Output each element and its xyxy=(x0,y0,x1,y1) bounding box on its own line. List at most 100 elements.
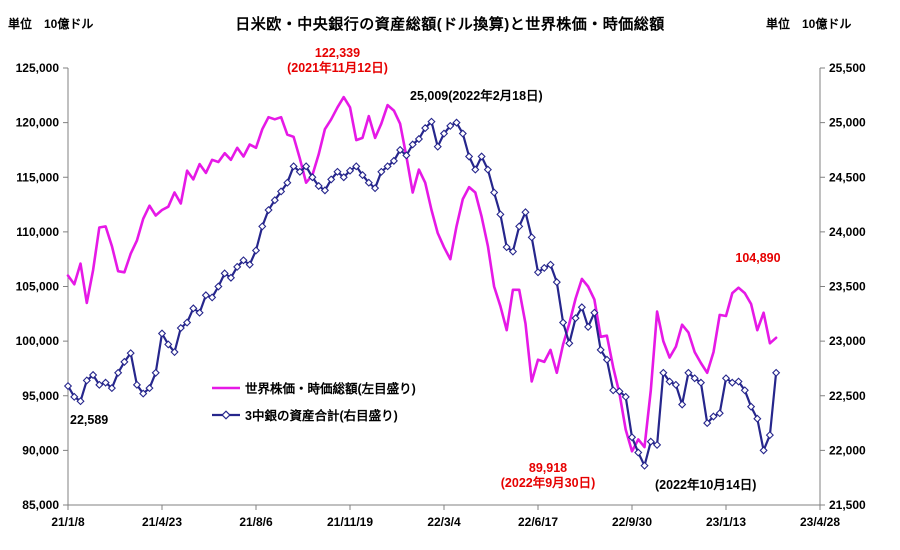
diamond-marker-icon xyxy=(496,210,505,219)
annotation-magenta-recent-peak: 104,890 xyxy=(735,251,781,265)
diamond-marker-icon xyxy=(370,184,380,193)
diamond-marker-icon xyxy=(126,349,135,358)
diamond-marker-icon xyxy=(233,262,242,271)
x-axis-tick-label: 21/8/6 xyxy=(239,515,273,529)
diamond-marker-icon xyxy=(602,355,612,364)
diamond-marker-icon xyxy=(552,278,561,287)
diamond-marker-icon xyxy=(652,440,662,449)
diamond-marker-icon xyxy=(345,166,355,175)
diamond-marker-icon xyxy=(609,386,618,395)
diamond-marker-icon xyxy=(527,233,536,242)
right-axis-tick-label: 22,500 xyxy=(829,389,866,403)
diamond-marker-icon xyxy=(646,437,655,446)
annotation-magenta-min: 89,918 (2022年9月30日) xyxy=(475,461,621,491)
right-axis-tick-label: 24,000 xyxy=(829,225,866,239)
diamond-marker-icon xyxy=(452,118,461,127)
diamond-marker-icon xyxy=(320,186,330,195)
left-axis-tick-label: 85,000 xyxy=(22,498,59,512)
diamond-marker-icon xyxy=(490,188,499,197)
diamond-marker-icon xyxy=(145,384,154,393)
diamond-marker-icon xyxy=(289,162,298,171)
diamond-marker-icon xyxy=(558,318,568,327)
x-axis-tick-label: 21/11/19 xyxy=(327,515,373,529)
diamond-marker-icon xyxy=(627,433,637,442)
x-axis-tick-label: 22/3/4 xyxy=(427,515,461,529)
diamond-marker-icon xyxy=(584,322,593,332)
chart-legend: 世界株価・時価総額(左目盛り) 3中銀の資産合計(右目盛り) xyxy=(210,374,416,428)
diamond-marker-icon xyxy=(333,167,342,176)
diamond-marker-icon xyxy=(377,167,386,176)
annotation-magenta-min-date: (2022年9月30日) xyxy=(500,476,596,490)
right-axis-tick-label: 24,500 xyxy=(829,170,866,184)
diamond-marker-icon xyxy=(327,175,336,184)
diamond-marker-icon xyxy=(565,339,574,348)
legend-item-label: 世界株価・時価総額(左目盛り) xyxy=(245,382,416,396)
diamond-marker-icon xyxy=(421,124,430,133)
diamond-marker-icon xyxy=(408,140,417,149)
diamond-marker-icon xyxy=(402,151,411,160)
diamond-marker-icon xyxy=(433,142,442,151)
diamond-marker-icon xyxy=(120,357,129,366)
diamond-marker-icon xyxy=(621,392,630,401)
diamond-marker-icon xyxy=(139,389,148,398)
diamond-marker-icon xyxy=(414,134,424,144)
diamond-marker-icon xyxy=(665,377,674,386)
diamond-marker-icon xyxy=(302,162,311,171)
diamond-marker-icon xyxy=(615,387,624,396)
diamond-marker-icon xyxy=(107,384,116,393)
diamond-marker-icon xyxy=(295,167,304,176)
diamond-marker-icon xyxy=(540,263,549,273)
left-axis-tick-label: 95,000 xyxy=(22,389,59,403)
legend-navy-diamond-line-icon xyxy=(212,409,240,420)
diamond-marker-icon xyxy=(264,205,273,215)
diamond-marker-icon xyxy=(577,303,586,312)
left-axis-tick-label: 90,000 xyxy=(22,443,59,457)
diamond-marker-icon xyxy=(339,173,348,182)
diamond-marker-icon xyxy=(659,368,668,377)
diamond-marker-icon xyxy=(189,304,198,313)
diamond-marker-icon xyxy=(214,282,223,291)
annotation-magenta-peak: 122,339 (2021年11月12日) xyxy=(250,46,425,76)
diamond-marker-icon xyxy=(164,340,173,349)
diamond-marker-icon xyxy=(82,376,91,385)
diamond-marker-icon xyxy=(132,380,142,389)
diamond-marker-icon xyxy=(258,222,267,231)
diamond-marker-icon xyxy=(208,293,217,302)
diamond-marker-icon xyxy=(521,208,530,217)
left-axis-tick-label: 115,000 xyxy=(16,170,59,184)
left-axis-tick-label: 105,000 xyxy=(16,280,60,294)
legend-item-central-banks: 3中銀の資産合計(右目盛り) xyxy=(210,401,416,428)
diamond-marker-icon xyxy=(88,370,98,380)
right-axis-tick-label: 23,500 xyxy=(829,280,866,294)
diamond-marker-icon xyxy=(715,409,724,418)
diamond-marker-icon xyxy=(239,256,248,265)
legend-item-label: 3中銀の資産合計(右目盛り) xyxy=(245,409,398,423)
diamond-marker-icon xyxy=(740,386,749,395)
diamond-marker-icon xyxy=(684,368,693,377)
diamond-marker-icon xyxy=(95,380,104,389)
left-axis-tick-label: 120,000 xyxy=(16,116,60,130)
diamond-marker-icon xyxy=(759,446,768,455)
diamond-marker-icon xyxy=(471,165,480,174)
right-axis-tick-label: 25,000 xyxy=(829,116,866,130)
diamond-marker-icon xyxy=(114,368,123,377)
x-axis-tick-label: 22/6/17 xyxy=(518,515,558,529)
x-axis-tick-label: 21/1/8 xyxy=(51,515,85,529)
diamond-marker-icon xyxy=(546,260,555,269)
central-bank-series-markers xyxy=(63,117,781,470)
diamond-marker-icon xyxy=(427,117,436,126)
diamond-marker-icon xyxy=(283,178,292,187)
right-axis-tick-label: 21,500 xyxy=(829,498,866,512)
diamond-marker-icon xyxy=(696,378,706,387)
legend-magenta-line-icon xyxy=(212,386,240,389)
diamond-marker-icon xyxy=(533,268,543,277)
diamond-marker-icon xyxy=(590,308,599,317)
right-axis-tick-label: 23,000 xyxy=(829,334,866,348)
right-axis-tick-label: 25,500 xyxy=(829,61,866,75)
diamond-marker-icon xyxy=(746,402,756,411)
diamond-marker-icon xyxy=(352,162,361,171)
diamond-marker-icon xyxy=(101,378,110,387)
diamond-marker-icon xyxy=(640,461,649,470)
